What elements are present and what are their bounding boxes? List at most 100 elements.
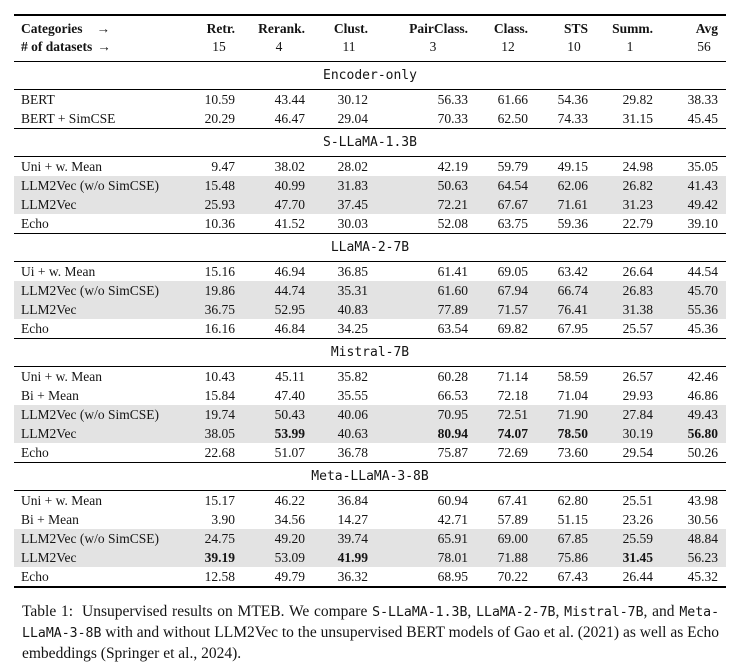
value-cell: 66.53: [437, 387, 468, 403]
section-title: Encoder-only: [14, 61, 726, 90]
value-cell: 10.36: [204, 215, 235, 231]
row-label-cell: LLM2Vec: [14, 195, 183, 214]
value-cell: 36.85: [337, 263, 368, 279]
value-cell: 45.11: [275, 368, 305, 384]
value-cell: 50.43: [237, 405, 307, 424]
value-cell: 75.87: [437, 444, 468, 460]
value-cell: 69.05: [497, 263, 528, 279]
datasets-header-cell: # of datasets →: [14, 38, 183, 62]
value-cell: 47.70: [237, 195, 307, 214]
row-label-cell: Echo: [21, 320, 49, 336]
value-cell: 15.17: [204, 492, 235, 508]
value-cell: 72.69: [497, 444, 528, 460]
column-header-retr: Retr.: [206, 21, 235, 36]
row-label-cell: BERT: [21, 91, 55, 107]
table-row: Bi + Mean 3.90 34.56 14.27 42.71 57.89 51.15 23…: [14, 510, 726, 529]
value-cell: 19.74: [183, 405, 237, 424]
value-cell: 63.42: [557, 263, 588, 279]
value-cell: 71.14: [497, 368, 528, 384]
table-row: LLM2Vec 36.75 52.95 40.83 77.89 71.57 76.41 31.…: [14, 300, 726, 319]
table-row: Echo 16.16 46.84 34.25 63.54 69.82 67.95 25.57 4…: [14, 319, 726, 339]
dataset-count-cell: 11: [307, 38, 370, 62]
value-cell: 26.82: [590, 176, 655, 195]
table-row: LLM2Vec (w/o SimCSE) 24.75 49.20 39.74 65.91…: [14, 529, 726, 548]
value-cell: 41.99: [307, 548, 370, 567]
value-cell: 60.28: [437, 368, 468, 384]
value-cell: 62.50: [497, 110, 528, 126]
column-header-sts: STS: [563, 21, 588, 36]
value-cell: 42.71: [437, 511, 468, 527]
value-cell: 20.29: [204, 110, 235, 126]
value-cell: 72.21: [370, 195, 470, 214]
spacer-cell: [720, 491, 726, 511]
value-cell: 61.60: [370, 281, 470, 300]
value-cell: 30.12: [337, 91, 368, 107]
dataset-count: 4: [275, 39, 283, 54]
value-cell: 25.59: [590, 529, 655, 548]
table-row: Bi + Mean 15.84 47.40 35.55 66.53 72.18 71.04 2…: [14, 386, 726, 405]
dataset-count-cell: 1: [590, 38, 655, 62]
value-cell: 31.83: [307, 176, 370, 195]
table-row: LLM2Vec (w/o SimCSE) 15.48 40.99 31.83 50.63…: [14, 176, 726, 195]
spacer-cell: [720, 529, 726, 548]
value-cell: 49.43: [655, 405, 720, 424]
value-cell: 52.95: [237, 300, 307, 319]
row-label-cell: Echo: [21, 568, 49, 584]
value-cell: 68.95: [437, 568, 468, 584]
value-cell: 46.84: [274, 320, 305, 336]
model-name-mono: Mistral-7B: [564, 605, 644, 620]
spacer-cell: [720, 548, 726, 567]
value-cell: 35.31: [307, 281, 370, 300]
table-row: Echo 22.68 51.07 36.78 75.87 72.69 73.60 29.54 5…: [14, 443, 726, 463]
caption-segment: , and: [643, 603, 680, 620]
row-label-cell: LLM2Vec (w/o SimCSE): [14, 281, 183, 300]
value-cell: 26.83: [590, 281, 655, 300]
spacer-cell: [720, 386, 726, 405]
table-caption: Table 1: Unsupervised results on MTEB. We…: [22, 601, 719, 664]
value-cell: 48.84: [655, 529, 720, 548]
value-cell: 56.33: [437, 91, 468, 107]
row-label-cell: Bi + Mean: [21, 387, 79, 403]
value-cell: 59.79: [497, 158, 528, 174]
value-cell: 29.93: [622, 387, 653, 403]
caption-segment: with and without LLM2Vec to the unsuperv…: [22, 624, 719, 663]
value-cell: 35.82: [337, 368, 368, 384]
caption-text: Unsupervised results on MTEB. We compare…: [22, 603, 719, 662]
header-row-categories: Categories → Retr. Rerank. Clust. PairClass. C…: [14, 15, 726, 38]
dataset-count: 56: [697, 39, 711, 54]
value-cell: 66.74: [530, 281, 590, 300]
value-cell: 16.16: [204, 320, 235, 336]
value-cell: 56.23: [655, 548, 720, 567]
value-cell: 73.60: [557, 444, 588, 460]
spacer-cell: [720, 262, 726, 282]
value-cell: 67.95: [557, 320, 588, 336]
spacer-cell: [720, 424, 726, 443]
table-row: Echo 10.36 41.52 30.03 52.08 63.75 59.36 22.79 3…: [14, 214, 726, 234]
section-header-row: LLaMA-2-7B: [14, 233, 726, 262]
value-cell: 71.90: [530, 405, 590, 424]
dataset-count-cell: 15: [183, 38, 237, 62]
value-cell: 67.43: [557, 568, 588, 584]
value-cell: 59.36: [557, 215, 588, 231]
value-cell: 27.84: [590, 405, 655, 424]
value-cell: 50.26: [687, 444, 718, 460]
column-header-avg: Avg: [695, 21, 718, 36]
dataset-count-cell: 12: [470, 38, 530, 62]
value-cell: 42.19: [437, 158, 468, 174]
value-cell: 49.42: [655, 195, 720, 214]
value-cell: 70.33: [437, 110, 468, 126]
dataset-count-cell: 3: [370, 38, 470, 62]
value-cell: 31.23: [590, 195, 655, 214]
row-label-cell: LLM2Vec (w/o SimCSE): [14, 176, 183, 195]
value-cell: 61.41: [437, 263, 468, 279]
right-arrow-icon: →: [97, 39, 111, 54]
column-header-pairclass: PairClass.: [409, 21, 468, 36]
value-cell: 15.84: [204, 387, 235, 403]
caption-segment: ,: [467, 603, 477, 620]
value-cell: 43.98: [687, 492, 718, 508]
row-label-cell: Uni + w. Mean: [21, 368, 102, 384]
value-cell: 35.55: [337, 387, 368, 403]
value-cell: 3.90: [211, 511, 235, 527]
value-cell: 75.86: [530, 548, 590, 567]
value-cell: 55.36: [655, 300, 720, 319]
